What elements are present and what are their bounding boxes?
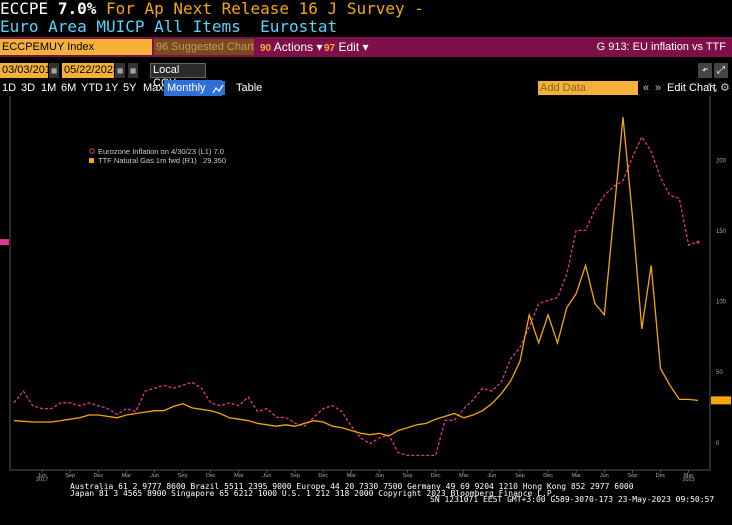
right-tick-label: 0 — [716, 441, 720, 447]
expand-icon[interactable]: » — [655, 82, 662, 94]
right-tick-label: 50 — [716, 370, 723, 376]
frequency-select[interactable]: Monthly ▼ — [164, 80, 223, 96]
suggested-charts-button[interactable]: 96 Suggested Charts — [154, 39, 254, 55]
x-tick-label: Jun — [38, 473, 47, 479]
period-5y[interactable]: 5Y — [123, 82, 137, 94]
x-tick-label: Dec — [318, 473, 328, 479]
x-tick-label: Jun — [150, 473, 159, 479]
line-chart: 0 50 100 150 200 Jun Sep Dec Mar Jun Sep Dec Mar Jun S… — [0, 96, 731, 483]
x-tick-label: Mar — [571, 473, 581, 479]
start-date-field[interactable]: 03/03/2017 — [0, 63, 58, 78]
period-bar: 1D 3D 1M 6M YTD 1Y 5Y Max Monthly ▼ Tabl… — [0, 80, 732, 96]
period-1y[interactable]: 1Y — [105, 82, 119, 94]
x-tick-label: Sep — [628, 473, 638, 479]
period-1m[interactable]: 1M — [41, 82, 57, 94]
security-header: ECCPE 7.0% For Ap Next Release 16 J Surv… — [0, 0, 732, 18]
right-tick-label: 100 — [716, 300, 727, 306]
x-tick-label: Sep — [290, 473, 300, 479]
footer-contacts: Australia 61 2 9777 8600 Brazil 5511 239… — [70, 482, 634, 491]
x-tick-label: Mar — [122, 473, 132, 479]
edit-chart-button[interactable]: Edit Chart — [667, 82, 716, 94]
settings-icon[interactable]: ⚙ — [720, 82, 730, 94]
back-icon[interactable]: ↶ — [698, 63, 712, 78]
inflation-legend-marker — [89, 148, 95, 154]
period-3d[interactable]: 3D — [21, 82, 36, 94]
x-tick-label: Jun — [487, 473, 496, 479]
right-tick-label: 200 — [716, 159, 727, 165]
gas-line — [13, 117, 699, 437]
actions-menu[interactable]: 90 Actions ▾ — [260, 39, 323, 55]
calendar-icon[interactable]: ▦ — [49, 63, 59, 78]
ticker: ECCPE — [0, 0, 49, 18]
period-ytd[interactable]: YTD — [81, 82, 103, 94]
survey: Survey - — [346, 0, 424, 18]
x-tick-label: Dec — [543, 473, 553, 479]
inflation-last-point — [696, 240, 700, 244]
source: Eurostat — [260, 17, 338, 36]
line-chart-icon[interactable] — [211, 81, 225, 95]
year-label: 2023 — [683, 477, 695, 481]
table-button[interactable]: Table — [236, 82, 263, 94]
x-tick-label: Dec — [656, 473, 666, 479]
x-tick-label: Sep — [178, 473, 188, 479]
calendar-icon[interactable]: ▦ — [128, 63, 138, 78]
x-tick-label: Sep — [403, 473, 413, 479]
right-tick-label: 150 — [716, 229, 727, 235]
legend-inflation: Eurozone Inflation on 4/30/23 (L1) 7.0 — [98, 147, 224, 156]
legend-gas-value: 29.350 — [203, 156, 226, 165]
edit-label: Edit ▾ — [338, 40, 369, 54]
graph-title: G 913: EU inflation vs TTF — [596, 41, 726, 53]
period-max[interactable]: Max — [143, 82, 164, 94]
fullscreen-icon[interactable]: ⤢ — [714, 63, 728, 78]
x-tick-label: Jun — [600, 473, 609, 479]
chart-legend: Eurozone Inflation on 4/30/23 (L1) 7.0 T… — [82, 143, 232, 167]
next-release: Next Release 16 J — [173, 0, 338, 18]
security-description: Euro Area MUICP All Items Eurostat — [0, 18, 732, 36]
actions-number: 90 — [260, 43, 272, 54]
x-tick-label: Jun — [263, 473, 272, 479]
x-tick-label: Dec — [206, 473, 216, 479]
period-1d[interactable]: 1D — [2, 82, 17, 94]
chart-area: 0 50 100 150 200 Jun Sep Dec Mar Jun Sep Dec Mar Jun S… — [0, 96, 732, 483]
add-data-input[interactable]: Add Data — [538, 81, 638, 95]
x-tick-label: Mar — [347, 473, 357, 479]
inflation-line — [13, 135, 699, 457]
currency-select[interactable]: Local CCY▾ — [150, 63, 206, 89]
x-tick-label: Sep — [515, 473, 525, 479]
footer-copyright: Japan 81 3 4565 8900 Singapore 65 6212 1… — [70, 489, 557, 498]
footer-session: SN 1231071 EEST GMT+3:00 G589-3070-173 2… — [430, 495, 715, 504]
last-value: 7.0% — [57, 0, 97, 18]
x-tick-label: Mar — [459, 473, 469, 479]
edit-number: 97 — [324, 43, 336, 54]
main-toolbar: ECCPEMUY Index 96 Suggested Charts 90 Ac… — [0, 37, 732, 57]
legend-bg — [82, 143, 232, 167]
index-field[interactable]: ECCPEMUY Index — [0, 39, 152, 55]
actions-label: Actions ▾ — [273, 40, 323, 54]
x-tick-label: Mar — [234, 473, 244, 479]
year-label: 2017 — [36, 477, 48, 481]
footer: Australia 61 2 9777 8600 Brazil 5511 239… — [0, 482, 732, 525]
x-tick-label: Dec — [93, 473, 103, 479]
for-period: For Ap — [105, 0, 164, 18]
end-date-field[interactable]: 05/22/2023 — [62, 63, 120, 78]
x-tick-label: Mar — [684, 473, 694, 479]
description: Euro Area MUICP All Items — [0, 17, 241, 36]
x-tick-label: Jun — [375, 473, 384, 479]
date-range-bar: 03/03/2017 ▦ 05/22/2023 ▦ ▦ Local CCY▾ ↶… — [0, 61, 732, 89]
x-tick-label: Dec — [431, 473, 441, 479]
inflation-last-value-marker — [0, 239, 9, 246]
period-6m[interactable]: 6M — [61, 82, 77, 94]
x-tick-label: Sep — [65, 473, 75, 479]
resize-icon[interactable]: ⤡ — [708, 82, 717, 94]
edit-menu[interactable]: 97 Edit ▾ — [324, 39, 369, 55]
gas-legend-marker — [89, 158, 94, 163]
gas-last-value-marker — [711, 396, 731, 405]
calendar-icon[interactable]: ▦ — [115, 63, 125, 78]
collapse-icon[interactable]: « — [643, 82, 650, 94]
legend-gas: TTF Natural Gas 1m fwd (R1) — [98, 156, 197, 165]
